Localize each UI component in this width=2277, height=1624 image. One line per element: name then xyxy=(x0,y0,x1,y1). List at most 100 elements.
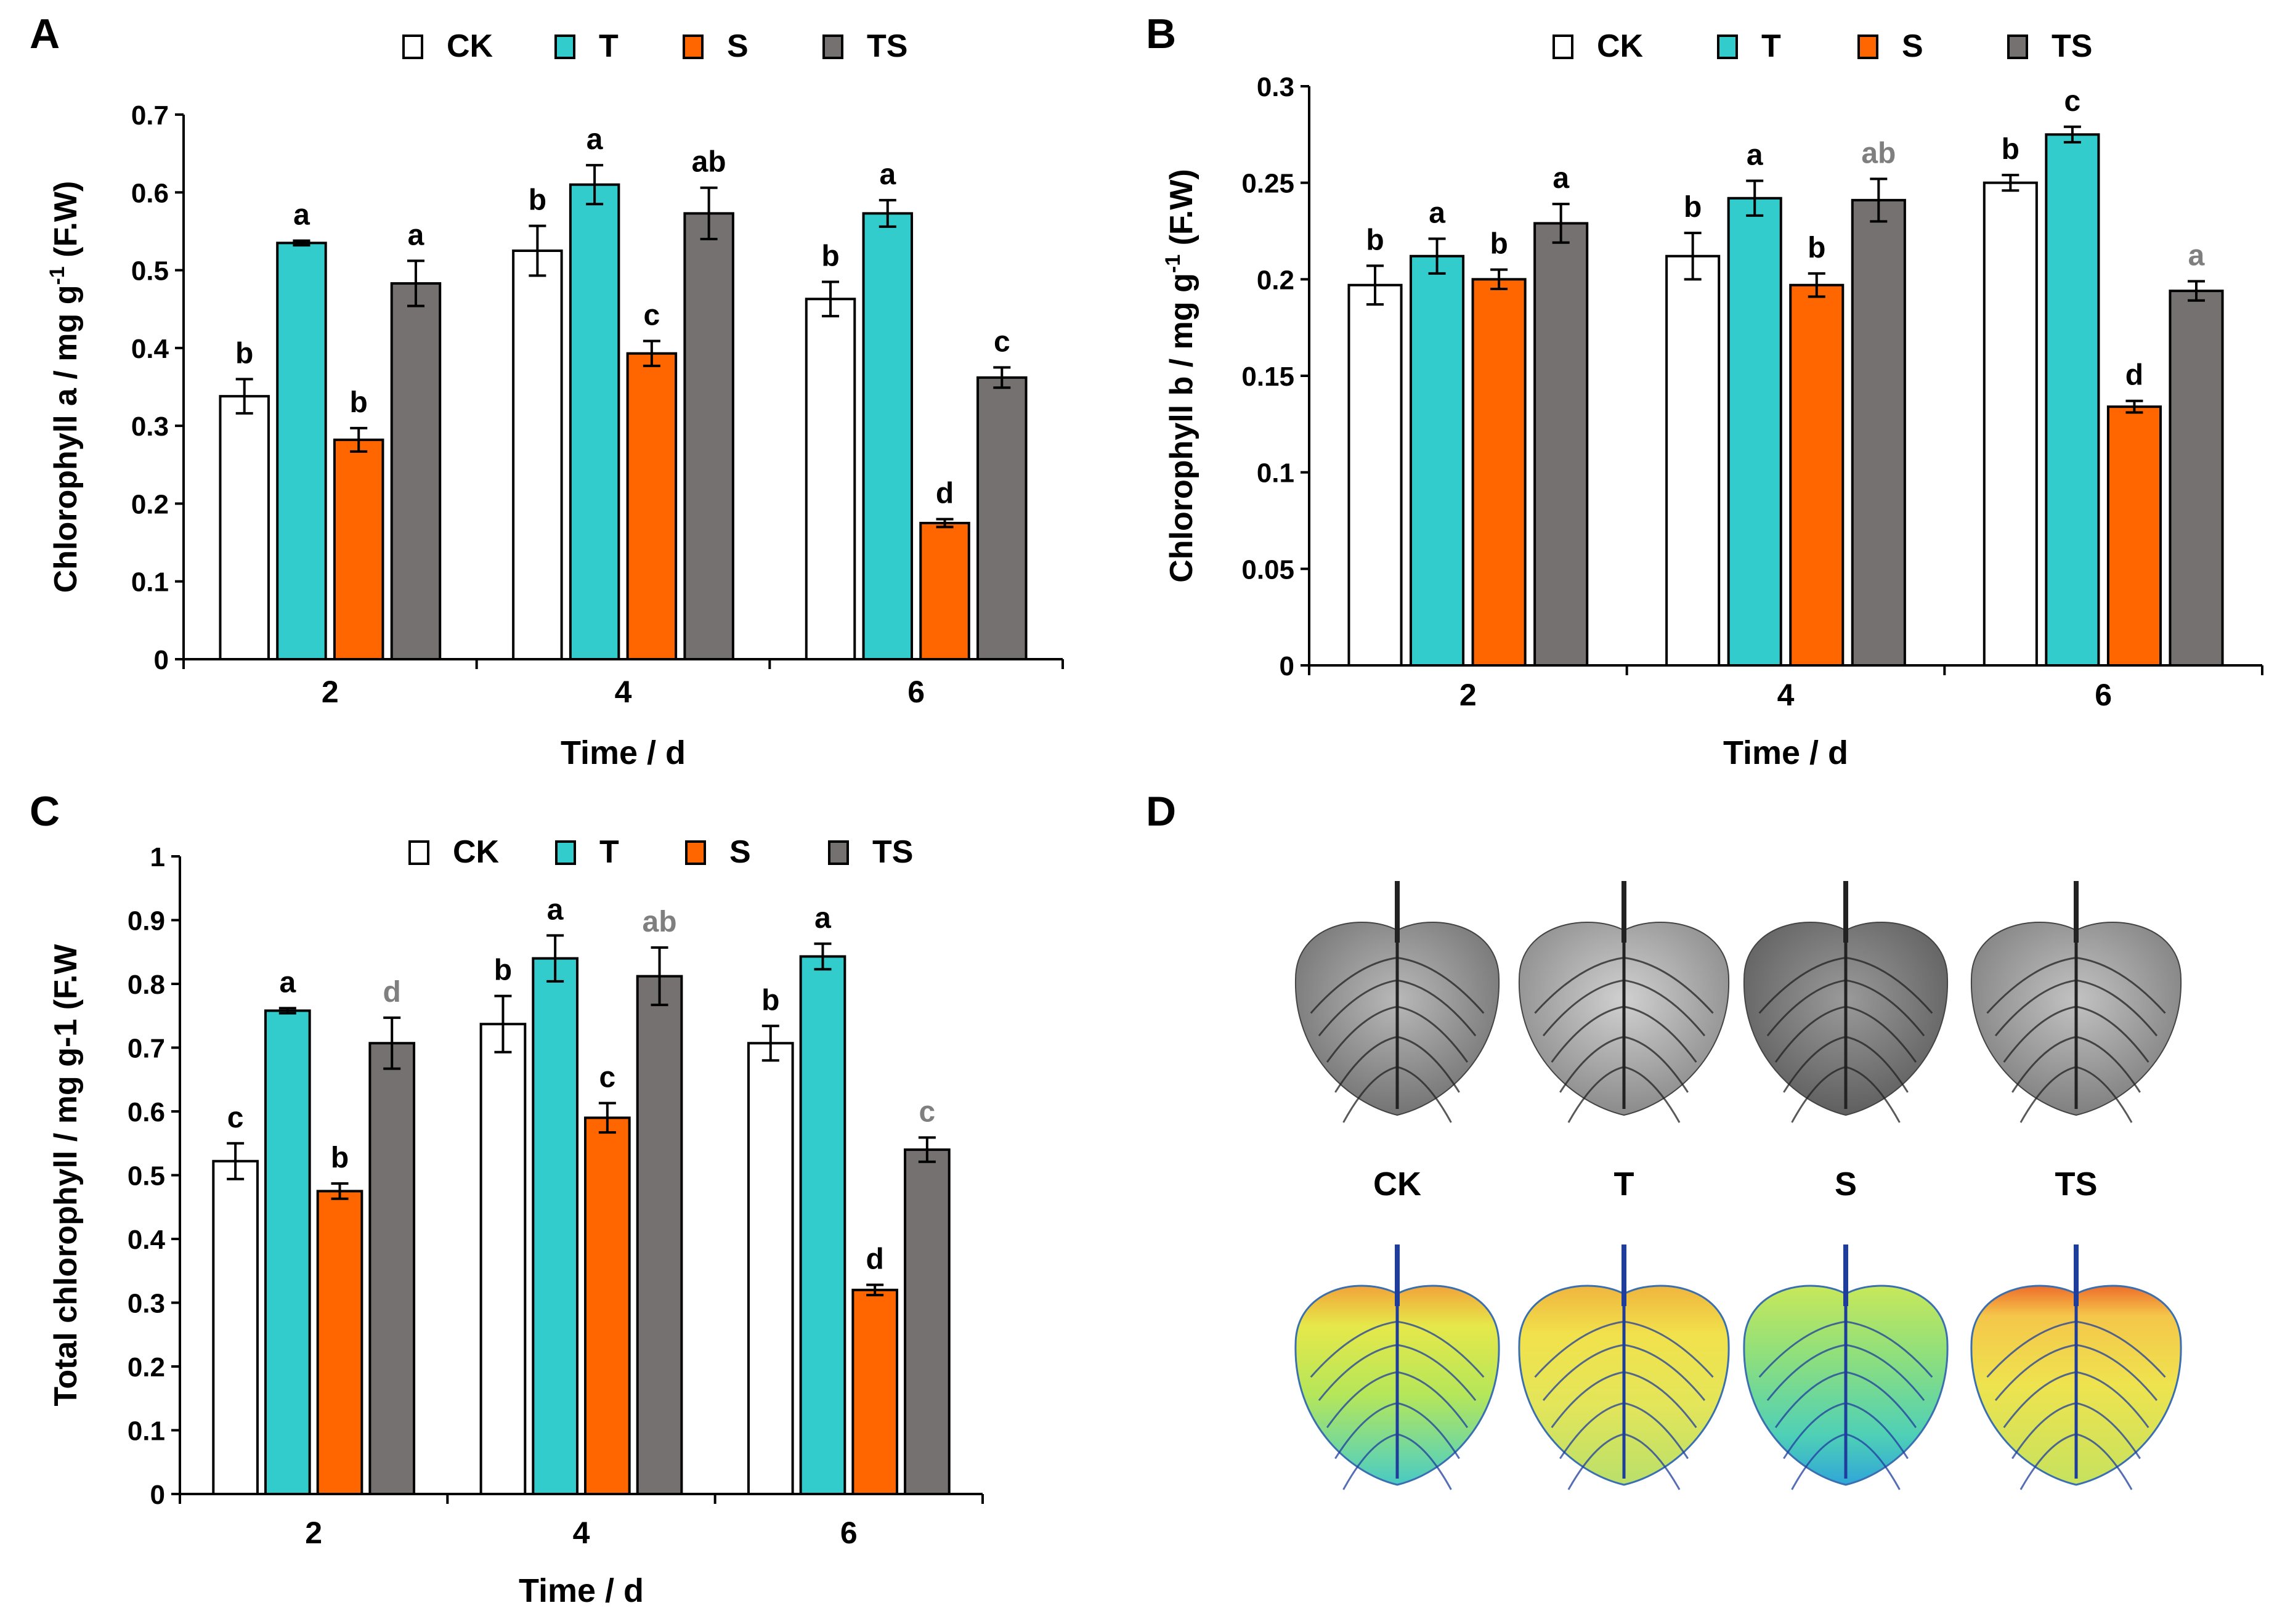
significance-letter: c xyxy=(599,1062,615,1094)
leaf-vein xyxy=(1334,1036,1398,1093)
significance-letter: ab xyxy=(1861,137,1896,169)
y-tick-label: 0.8 xyxy=(128,970,165,1000)
y-axis-label-tail: (F.W) xyxy=(48,181,84,267)
leaf-label-t: T xyxy=(1614,1166,1634,1203)
y-axis-label-sup: -1 xyxy=(46,266,69,285)
legend-swatch-ck xyxy=(1552,35,1573,59)
leaf-vein xyxy=(2076,1320,2166,1378)
legend-label-s: S xyxy=(727,28,749,64)
y-tick-label: 0.3 xyxy=(1257,72,1294,102)
leaf-vein xyxy=(1623,1005,1697,1063)
bar-ts-day-4 xyxy=(636,975,683,1495)
leaf-vein xyxy=(2011,1036,2077,1093)
leaf-vein xyxy=(1845,1402,1909,1460)
leaf-vein xyxy=(1766,1344,1846,1401)
leaf-vein xyxy=(2019,1433,2077,1490)
leaf-vein xyxy=(2019,1066,2077,1123)
leaf-vein xyxy=(1567,1066,1625,1123)
significance-letter: c xyxy=(2064,85,2081,118)
significance-letter: b xyxy=(761,984,779,1017)
significance-letter: a xyxy=(293,199,310,232)
leaf-vein xyxy=(1845,1320,1933,1378)
y-tick-label: 0 xyxy=(154,645,169,675)
bar-ts-day-6 xyxy=(904,1148,951,1495)
significance-letter: b xyxy=(2002,133,2019,166)
x-tick-label: 6 xyxy=(2095,678,2112,712)
y-tick-label: 0.6 xyxy=(128,1097,165,1127)
significance-letter: a xyxy=(1552,162,1569,195)
bar-ck-day-4 xyxy=(1665,254,1721,667)
significance-letter: c xyxy=(227,1102,244,1134)
leaf-vein xyxy=(1342,1433,1398,1490)
significance-letter: b xyxy=(331,1142,349,1174)
significance-letter: d xyxy=(2125,359,2143,392)
y-tick-label: 0.2 xyxy=(128,1352,165,1382)
x-tick-label: 4 xyxy=(573,1516,590,1550)
leaf-vein xyxy=(2076,956,2166,1014)
bar-s-day-2 xyxy=(316,1190,363,1495)
bar-t-day-2 xyxy=(264,1009,311,1495)
bar-t-day-2 xyxy=(276,242,327,661)
y-tick-label: 0.2 xyxy=(131,489,169,519)
panel-letter-a: A xyxy=(30,10,60,57)
leaf-vein xyxy=(1783,1036,1846,1093)
bar-ts-day-4 xyxy=(1851,198,1906,667)
legend-label-ts: TS xyxy=(2052,28,2092,64)
leaf-vein xyxy=(1318,1344,1398,1401)
y-tick-label: 0.9 xyxy=(128,906,165,936)
bar-t-day-6 xyxy=(2045,133,2100,667)
y-tick-label: 1 xyxy=(150,842,165,872)
significance-letter: a xyxy=(2188,239,2205,272)
bar-ck-day-2 xyxy=(219,395,270,660)
leaf-vein xyxy=(1623,1320,1714,1378)
bar-ck-day-4 xyxy=(512,250,563,660)
y-axis-label: Chlorophyll b / mg g-1 (F.W) xyxy=(1161,169,1199,582)
y-tick-label: 0.25 xyxy=(1241,169,1294,199)
significance-letter: a xyxy=(408,219,424,251)
legend-swatch-ts xyxy=(828,840,849,865)
legend-label-ck: CK xyxy=(453,834,500,870)
leaf-label-s: S xyxy=(1835,1166,1857,1203)
bar-ck-day-6 xyxy=(805,298,856,661)
y-axis-label-sup: -1 xyxy=(1161,254,1185,273)
bar-ts-day-4 xyxy=(683,212,734,660)
leaf-vein xyxy=(1994,979,2077,1037)
leaf-vein xyxy=(1397,956,1485,1014)
y-axis-label: Total chlorophyll / mg g-1 (F.W xyxy=(48,944,84,1407)
chart-chlorophyll-a: 00.10.20.30.40.50.60.72 4 6bbbaaabcdaabcCK… xyxy=(46,28,1064,771)
legend-swatch-s xyxy=(685,840,706,865)
bar-ck-day-2 xyxy=(212,1159,259,1495)
legend-swatch-s xyxy=(683,35,704,59)
leaf-vein xyxy=(1845,1433,1901,1490)
y-axis-label-main: Chlorophyll a / mg g xyxy=(48,285,84,593)
leaf-vein xyxy=(1845,1066,1901,1123)
bar-t-day-4 xyxy=(532,957,578,1495)
y-tick-label: 0.4 xyxy=(131,334,169,364)
bar-ck-day-6 xyxy=(747,1042,794,1495)
leaf-vein xyxy=(1845,956,1933,1014)
significance-letter: b xyxy=(1684,191,1702,224)
leaf-vein xyxy=(1986,956,2077,1014)
significance-letter: a xyxy=(586,123,603,156)
leaf-vein xyxy=(1845,1036,1909,1093)
leaf-vein xyxy=(2076,1433,2133,1490)
legend-label-ck: CK xyxy=(447,28,493,64)
bar-ck-day-2 xyxy=(1347,283,1403,667)
significance-letter: c xyxy=(644,299,660,331)
y-axis-label-main: Total chlorophyll / mg g-1 (F.W xyxy=(48,944,84,1407)
leaf-vein xyxy=(1986,1320,2077,1378)
bar-ck-day-4 xyxy=(479,1023,527,1495)
x-axis-label: Time / d xyxy=(519,1572,644,1609)
bar-ts-day-6 xyxy=(976,376,1028,660)
significance-letter: d xyxy=(866,1243,884,1276)
leaf-vein xyxy=(1397,1402,1460,1460)
bar-s-day-6 xyxy=(919,522,970,660)
significance-letter: b xyxy=(1490,228,1508,261)
leaf-vein xyxy=(1783,1402,1846,1460)
leaf-vein xyxy=(1559,1036,1625,1093)
heatmap-leaf-row xyxy=(1294,1244,2182,1490)
legend-swatch-ck xyxy=(408,840,429,865)
leaf-vein xyxy=(2003,1371,2077,1428)
leaf-vein xyxy=(1397,1036,1460,1093)
leaf-vein xyxy=(1559,1402,1625,1460)
